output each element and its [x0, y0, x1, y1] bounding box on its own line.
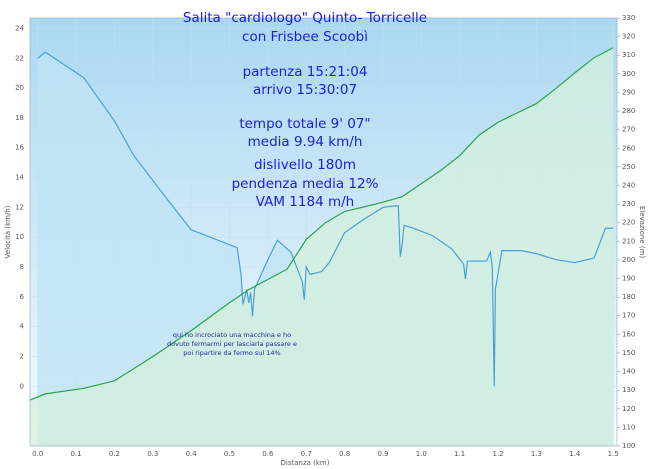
y-tick-label: 12: [15, 203, 24, 211]
y2-tick-label: 190: [622, 275, 635, 283]
y2-tick-label: 160: [622, 330, 635, 338]
y-tick-label: 22: [15, 54, 24, 62]
y2-tick-label: 140: [622, 368, 635, 376]
y-tick-label: 8: [20, 263, 24, 271]
x-tick-label: 1.3: [531, 450, 542, 458]
y2-tick-label: 310: [622, 51, 635, 59]
y-tick-label: 16: [15, 144, 24, 152]
y2-tick-label: 330: [622, 14, 635, 22]
y2-tick-label: 270: [622, 126, 635, 134]
y2-tick-label: 320: [622, 33, 635, 41]
title-line: tempo totale 9' 07": [239, 116, 370, 132]
y2-tick-label: 250: [622, 163, 635, 171]
area: [30, 47, 614, 446]
y2-tick-label: 100: [622, 442, 635, 450]
y-tick-label: 4: [20, 323, 25, 331]
y-tick-label: 20: [15, 84, 24, 92]
y2-tick-label: 120: [622, 405, 635, 413]
title-line: arrivo 15:30:07: [253, 82, 357, 98]
y2-tick-label: 290: [622, 88, 635, 96]
x-tick-label: 0.7: [301, 450, 312, 458]
title-line: dislivello 180m: [254, 157, 356, 173]
x-tick-label: 1.0: [416, 450, 427, 458]
y-tick-label: 10: [15, 233, 24, 241]
y2-tick-label: 220: [622, 219, 635, 227]
annotation: poi ripartire da fermo sul 14%: [183, 349, 280, 357]
title-line: Salita "cardiologo" Quinto- Torricelle: [183, 10, 427, 26]
title-line: con Frisbee Scoobì: [242, 29, 368, 45]
y2-tick-label: 300: [622, 70, 635, 78]
x-tick-label: 0.4: [186, 450, 198, 458]
y2-tick-label: 280: [622, 107, 635, 115]
line: [29, 47, 614, 401]
y2-tick-label: 110: [622, 423, 635, 431]
y-tick-label: 24: [15, 24, 24, 32]
y2-tick-label: 230: [622, 200, 635, 208]
y2-tick-label: 240: [622, 181, 635, 189]
x-tick-label: 0.1: [70, 450, 81, 458]
plot-frame: [29, 17, 618, 447]
x-tick-label: 0.9: [377, 450, 388, 458]
y-tick-label: 18: [15, 114, 24, 122]
title-line: partenza 15:21:04: [243, 64, 368, 80]
y2-axis-label: Elevazione (m): [638, 206, 646, 259]
x-tick-label: 1.1: [454, 450, 465, 458]
x-tick-label: 1.2: [492, 450, 503, 458]
y2-tick-label: 260: [622, 144, 635, 152]
annotation: qui ho incrociato una macchina e ho: [173, 331, 291, 339]
x-tick-label: 0.0: [32, 450, 43, 458]
x-tick-label: 0.8: [339, 450, 350, 458]
y-tick-label: 0: [20, 382, 24, 390]
x-tick-label: 0.2: [109, 450, 120, 458]
x-tick-label: 0.6: [262, 450, 274, 458]
title-line: VAM 1184 m/h: [256, 194, 354, 210]
y-tick-label: 2: [20, 353, 24, 361]
annotation: dovuto fermarmi per lasciarla passare e: [167, 340, 297, 348]
y-tick-label: 14: [15, 174, 24, 182]
x-tick-label: 0.5: [224, 450, 235, 458]
title-line: pendenza media 12%: [232, 176, 379, 192]
x-tick-label: 1.4: [569, 450, 581, 458]
y2-tick-label: 150: [622, 349, 635, 357]
y2-tick-label: 210: [622, 237, 635, 245]
line: [37, 51, 614, 387]
y-tick-label: 6: [20, 293, 25, 301]
x-axis-label: Distanza (km): [281, 459, 330, 467]
y2-tick-label: 200: [622, 256, 635, 264]
y2-tick-label: 170: [622, 312, 635, 320]
y2-tick-label: 130: [622, 386, 635, 394]
y-axis-label: Velocità (km/h): [4, 205, 12, 258]
title-line: media 9.94 km/h: [248, 134, 363, 150]
x-tick-label: 0.3: [147, 450, 158, 458]
y2-tick-label: 180: [622, 293, 635, 301]
x-tick-label: 1.5: [608, 450, 619, 458]
